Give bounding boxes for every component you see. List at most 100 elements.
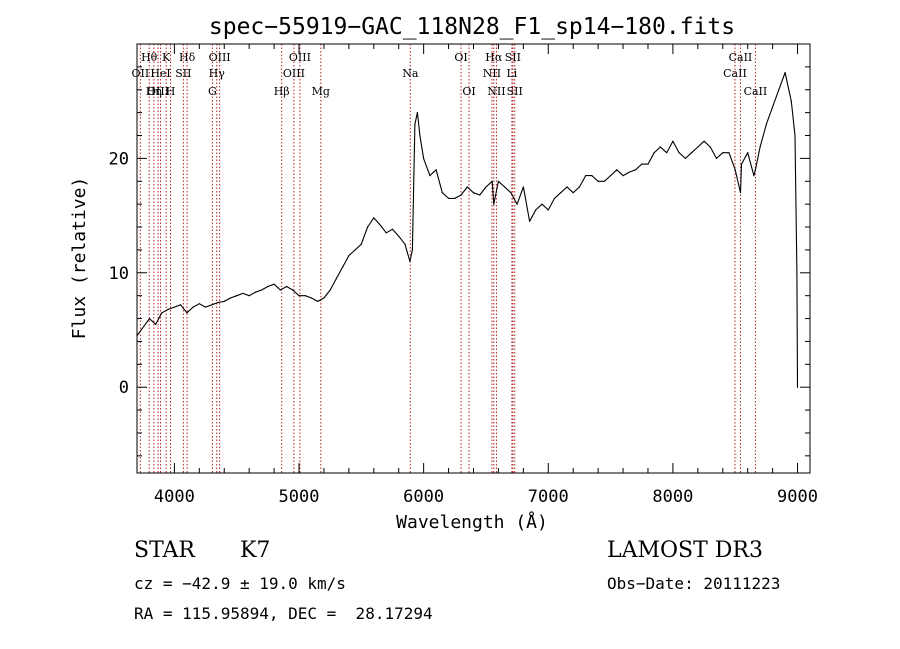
spectrum-point <box>360 243 362 245</box>
spectrum-point <box>616 169 618 171</box>
spectrum-point <box>722 152 724 154</box>
spectrum-point <box>560 192 562 194</box>
x-tick-label: 9000 <box>777 487 818 507</box>
coordinates: RA = 115.95894, DEC = 28.17294 <box>134 604 433 623</box>
spectrum-point <box>666 152 668 154</box>
plot-frame <box>136 43 811 474</box>
spectrum-point <box>435 169 437 171</box>
emission-line-label: Na <box>402 67 419 80</box>
spectrum-point <box>155 323 157 325</box>
spectrum-point <box>659 146 662 148</box>
spectrum-point <box>522 186 525 188</box>
spectrum-point <box>254 291 256 293</box>
emission-line-label: Hδ <box>179 51 196 64</box>
spectrum-point <box>728 152 730 154</box>
x-tick-label: 4000 <box>154 487 195 507</box>
spectrum-point <box>379 224 381 226</box>
spectrum-point <box>778 89 780 91</box>
spectrum-point <box>416 112 418 114</box>
spectrum-point <box>409 260 411 262</box>
object-class: STAR <box>134 538 195 563</box>
spectrum-point <box>578 186 581 188</box>
spectrum-point <box>740 163 743 165</box>
emission-line-label: H <box>166 85 176 98</box>
emission-line-label: HeI <box>150 67 170 80</box>
spectrum-point <box>504 186 506 188</box>
spectrum-point <box>367 226 369 228</box>
y-tick-label: 0 <box>119 378 129 398</box>
spectrum-point <box>772 106 774 108</box>
spectrum-point <box>329 289 331 291</box>
emission-line-label: OI <box>454 51 467 64</box>
spectrum-point <box>647 163 649 165</box>
spectrum-point <box>261 289 263 291</box>
spectrum-point <box>248 295 250 297</box>
spectrum-point <box>204 306 207 308</box>
spectrum-point <box>541 203 543 205</box>
emission-line-label: OIII <box>283 67 305 80</box>
spectrum-point <box>148 318 151 320</box>
emission-line-label: Hθ <box>141 51 158 64</box>
spectrum-point <box>279 289 281 291</box>
emission-line-label: SII <box>507 85 523 98</box>
spectrum-point <box>414 123 416 125</box>
spectrum-point <box>747 152 749 154</box>
spectrum-point <box>547 209 549 211</box>
spectrum-point <box>610 175 612 177</box>
spectrum-point <box>466 186 468 188</box>
spectrum-point <box>715 157 718 159</box>
spectrum-point <box>323 297 325 299</box>
spectrum-point <box>678 152 680 154</box>
spectrum-point <box>622 175 624 177</box>
spectrum-point <box>754 169 757 171</box>
emission-line-label: OIII <box>289 51 311 64</box>
observation-date: Obs−Date: 20111223 <box>607 574 781 593</box>
spectrum-point <box>211 304 213 306</box>
emission-line-label: Hη <box>146 85 162 98</box>
survey-name: LAMOST DR3 <box>607 538 763 563</box>
emission-line-label: Hγ <box>209 67 226 80</box>
emission-line-label: OII <box>132 67 150 80</box>
chart-title: spec−55919−GAC_118N28_F1_sp14−180.fits <box>209 14 735 40</box>
spectrum-point <box>167 308 169 310</box>
emission-line-label: Mg <box>312 85 330 98</box>
spectrum-point <box>423 157 425 159</box>
emission-line-label: CaII <box>723 67 747 80</box>
emission-line-label: Li <box>506 67 517 80</box>
spectrum-point <box>691 152 693 154</box>
spectrum-point <box>497 180 499 182</box>
spectrum-point <box>709 146 711 148</box>
spectrum-point <box>385 232 387 234</box>
redshift-cz: cz = −42.9 ± 19.0 km/s <box>134 574 346 593</box>
spectrum-point <box>796 386 799 388</box>
spectrum-point <box>566 186 568 188</box>
spectrum-point <box>348 255 350 257</box>
spectrum-point <box>796 272 798 274</box>
spectrum-point <box>441 192 443 194</box>
spectrum-point <box>794 134 796 137</box>
x-tick-label: 7000 <box>528 487 569 507</box>
spectrum-point <box>404 243 406 245</box>
spectrum-point <box>236 295 238 297</box>
spectrum-point <box>298 295 300 297</box>
spectrum-point <box>597 180 599 182</box>
spectrum-point <box>419 134 421 137</box>
spectrum-point <box>765 123 768 125</box>
spectrum-point <box>493 203 495 205</box>
spectrum-point <box>304 295 306 297</box>
emission-line-label: Hα <box>485 51 503 64</box>
emission-line-label: CaII <box>729 51 753 64</box>
spectrum-point <box>553 197 556 199</box>
emission-line-label: OIII <box>209 51 231 64</box>
emission-line-markers <box>139 44 756 473</box>
spectrum-point <box>198 303 200 305</box>
emission-line-label: CaII <box>744 85 768 98</box>
spectrum-point <box>784 72 786 74</box>
spectrum-point <box>429 175 431 177</box>
spectrum-point <box>186 312 188 314</box>
object-subclass: K7 <box>240 538 271 563</box>
y-tick-label: 10 <box>109 264 129 284</box>
y-axis-label: Flux (relative) <box>69 177 90 340</box>
spectrum-point <box>591 175 593 177</box>
spectrum-point <box>335 277 337 280</box>
